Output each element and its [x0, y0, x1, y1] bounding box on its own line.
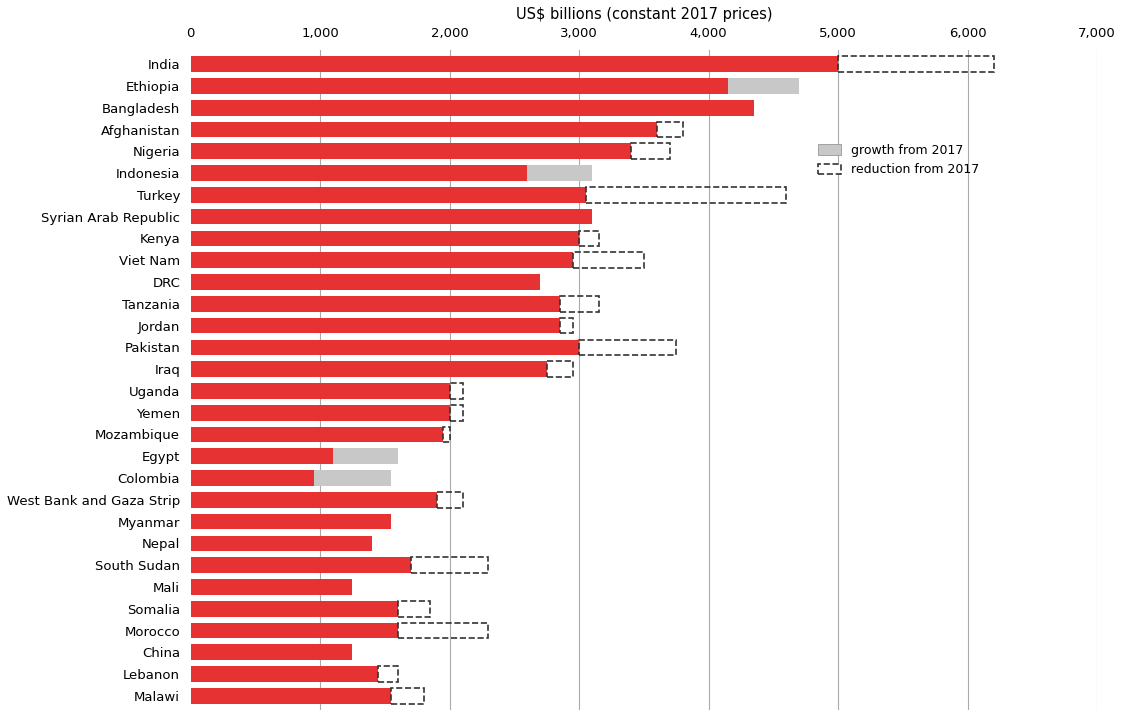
- Bar: [191, 492, 437, 508]
- Bar: [191, 536, 372, 551]
- Bar: [579, 340, 676, 355]
- Bar: [191, 645, 353, 660]
- Bar: [559, 296, 599, 312]
- Bar: [191, 361, 547, 377]
- Bar: [191, 579, 353, 595]
- Bar: [559, 318, 573, 333]
- Bar: [449, 383, 463, 399]
- Bar: [191, 318, 559, 333]
- Bar: [191, 231, 579, 246]
- Bar: [191, 165, 528, 181]
- Bar: [657, 122, 683, 138]
- Bar: [391, 688, 423, 704]
- Bar: [313, 470, 391, 486]
- Bar: [191, 427, 444, 442]
- Bar: [191, 122, 657, 138]
- Bar: [191, 252, 573, 268]
- Bar: [191, 78, 728, 94]
- Bar: [191, 100, 754, 115]
- Bar: [728, 78, 800, 94]
- Bar: [191, 666, 378, 682]
- Bar: [411, 557, 489, 573]
- Bar: [398, 601, 430, 617]
- Bar: [378, 666, 398, 682]
- Bar: [579, 231, 599, 246]
- Legend: growth from 2017, reduction from 2017: growth from 2017, reduction from 2017: [813, 139, 984, 181]
- Bar: [334, 448, 398, 464]
- Bar: [191, 405, 449, 421]
- Bar: [191, 688, 391, 704]
- Bar: [191, 622, 398, 638]
- X-axis label: US$ billions (constant 2017 prices): US$ billions (constant 2017 prices): [515, 7, 773, 22]
- Bar: [547, 361, 573, 377]
- Bar: [191, 601, 398, 617]
- Bar: [449, 405, 463, 421]
- Bar: [444, 427, 449, 442]
- Bar: [191, 557, 411, 573]
- Bar: [191, 470, 313, 486]
- Bar: [398, 622, 489, 638]
- Bar: [191, 383, 449, 399]
- Bar: [191, 340, 579, 355]
- Bar: [631, 143, 669, 159]
- Bar: [191, 143, 631, 159]
- Bar: [585, 187, 786, 203]
- Bar: [191, 187, 585, 203]
- Bar: [191, 296, 559, 312]
- Bar: [191, 448, 334, 464]
- Bar: [191, 209, 592, 224]
- Bar: [437, 492, 463, 508]
- Bar: [191, 274, 540, 290]
- Bar: [528, 165, 592, 181]
- Bar: [573, 252, 643, 268]
- Bar: [838, 57, 994, 72]
- Bar: [191, 57, 838, 72]
- Bar: [191, 514, 391, 529]
